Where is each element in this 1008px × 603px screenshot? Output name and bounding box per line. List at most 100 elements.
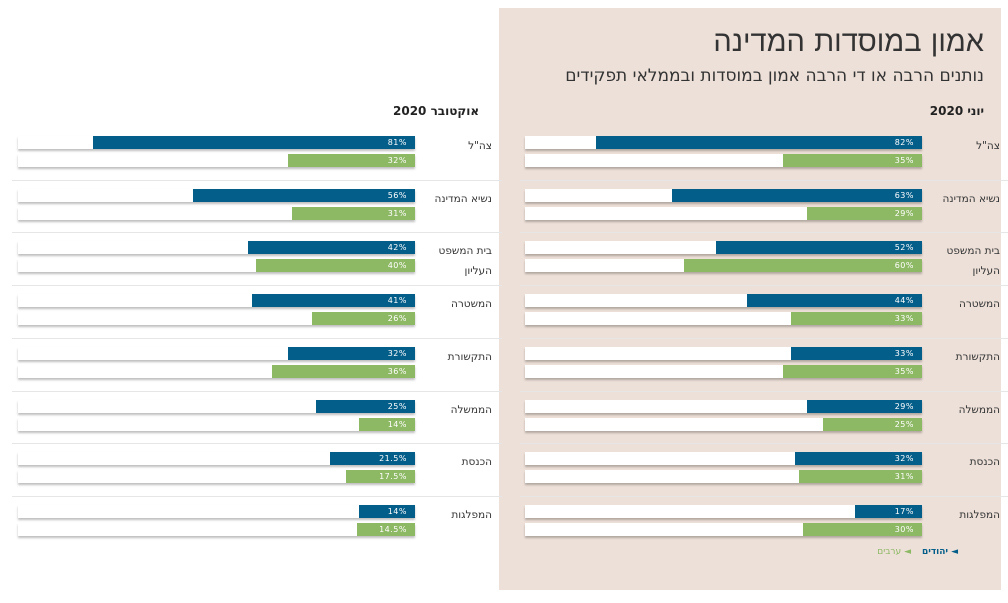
bar-row: התקשורת 33% 35% <box>520 341 1008 393</box>
data-label: 63% <box>894 190 914 200</box>
bar-jews: 29% <box>806 399 922 413</box>
triangle-left-icon: ◄ <box>951 547 958 557</box>
data-label: 41% <box>387 296 407 306</box>
data-label: 31% <box>387 208 407 218</box>
bar-track: 44% <box>525 294 922 308</box>
bar-track: 17% <box>525 504 922 518</box>
bar-row: נשיא המדינה 63% 29% <box>520 183 1008 235</box>
bar-row: המפלגות 14% 14.5% <box>12 499 502 551</box>
category-label: הכנסת <box>969 456 1000 469</box>
bar-jews: 63% <box>671 188 922 202</box>
row-divider <box>520 232 1008 234</box>
row-divider <box>520 495 1008 497</box>
bar-jews: 21.5% <box>329 452 415 466</box>
data-label: 17% <box>894 506 914 516</box>
data-label: 14% <box>387 506 407 516</box>
data-label: 14% <box>387 419 407 429</box>
legend-jews: ◄יהודים <box>921 547 958 557</box>
bar-jews: 32% <box>287 346 415 360</box>
data-label: 32% <box>387 348 407 358</box>
bar-track: 52% <box>525 241 922 255</box>
bar-arabs: 30% <box>802 522 922 536</box>
bar-arabs: 35% <box>783 364 922 378</box>
bar-jews: 25% <box>315 399 415 413</box>
row-divider <box>12 285 502 287</box>
bar-arabs: 31% <box>291 206 415 220</box>
bar-track: 36% <box>18 364 415 378</box>
data-label: 33% <box>894 314 914 324</box>
row-divider <box>520 179 1008 181</box>
category-label: נשיא המדינה <box>434 192 492 205</box>
data-label: 25% <box>387 401 407 411</box>
bar-arabs: 35% <box>783 154 922 167</box>
bar-track: 31% <box>525 470 922 484</box>
bar-track: 25% <box>18 399 415 413</box>
category-label: המשטרה <box>450 298 492 311</box>
bar-arabs: 33% <box>791 312 922 326</box>
bar-track: 14% <box>18 417 415 431</box>
bar-track: 30% <box>525 522 922 536</box>
data-label: 36% <box>387 366 407 376</box>
bar-row: התקשורת 32% 36% <box>12 341 502 393</box>
bar-track: 33% <box>525 312 922 326</box>
data-label: 42% <box>387 243 407 253</box>
data-label: 35% <box>894 366 914 376</box>
bar-jews: 81% <box>93 136 415 149</box>
data-label: 21.5% <box>379 454 407 464</box>
bar-arabs: 60% <box>683 259 922 273</box>
category-label: המפלגות <box>959 508 1000 521</box>
data-label: 82% <box>894 138 914 147</box>
category-label: צה"ל <box>976 140 1000 152</box>
data-label: 14.5% <box>379 524 407 534</box>
bar-track: 35% <box>525 364 922 378</box>
row-divider <box>520 443 1008 445</box>
bar-track: 35% <box>525 154 922 167</box>
data-label: 32% <box>387 156 407 165</box>
category-label: המפלגות <box>451 508 492 521</box>
data-label: 60% <box>894 261 914 271</box>
bar-track: 29% <box>525 206 922 220</box>
category-label: צה"ל <box>468 140 492 152</box>
bar-arabs: 25% <box>822 417 922 431</box>
bar-track: 26% <box>18 312 415 326</box>
bar-track: 81% <box>18 136 415 149</box>
category-label: הממשלה <box>450 403 492 416</box>
bar-row: המפלגות 17% 30% <box>520 499 1008 551</box>
data-label: 31% <box>894 472 914 482</box>
bar-arabs: 29% <box>806 206 922 220</box>
bar-jews: 44% <box>747 294 922 308</box>
bar-track: 14% <box>18 504 415 518</box>
bar-track: 56% <box>18 188 415 202</box>
row-divider <box>520 285 1008 287</box>
data-label: 26% <box>387 314 407 324</box>
data-label: 30% <box>894 524 914 534</box>
bar-jews: 14% <box>359 504 415 518</box>
data-label: 35% <box>894 156 914 165</box>
bar-jews: 17% <box>854 504 922 518</box>
data-label: 44% <box>894 296 914 306</box>
row-divider <box>12 232 502 234</box>
legend-arabs: ◄ערבים <box>877 547 912 557</box>
bar-row: בית המשפט העליון 42% 40% <box>12 235 502 287</box>
bar-track: 60% <box>525 259 922 273</box>
bar-track: 32% <box>18 346 415 360</box>
bar-track: 63% <box>525 188 922 202</box>
category-label: נשיא המדינה <box>942 192 1000 205</box>
bar-jews: 33% <box>791 346 922 360</box>
bar-arabs: 40% <box>256 259 415 273</box>
bar-row: נשיא המדינה 56% 31% <box>12 183 502 235</box>
bar-track: 41% <box>18 294 415 308</box>
category-label: בית המשפט העליון <box>438 245 492 278</box>
bar-track: 14.5% <box>18 522 415 536</box>
row-divider <box>520 390 1008 392</box>
bar-track: 32% <box>18 154 415 167</box>
chart-subtitle: נותנים הרבה או די הרבה אמון במוסדות ובממ… <box>565 66 984 86</box>
row-divider <box>12 495 502 497</box>
bar-row: צה"ל 81% 32% <box>12 130 502 182</box>
bar-track: 31% <box>18 206 415 220</box>
category-label: בית המשפט העליון <box>946 245 1000 278</box>
data-label: 17.5% <box>379 472 407 482</box>
bar-row: הכנסת 21.5% 17.5% <box>12 446 502 498</box>
bar-track: 33% <box>525 346 922 360</box>
june-title: יוני 2020 <box>929 104 984 118</box>
